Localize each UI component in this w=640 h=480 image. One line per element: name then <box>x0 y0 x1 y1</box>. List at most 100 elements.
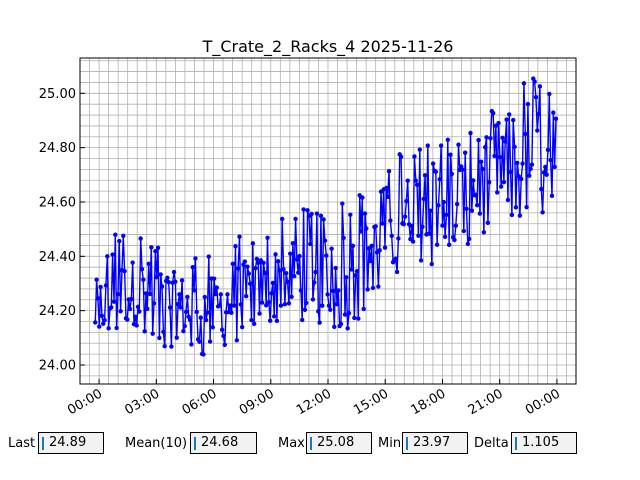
data-point <box>316 309 321 314</box>
data-point <box>349 267 354 272</box>
data-point <box>409 223 414 229</box>
data-point <box>481 230 487 235</box>
data-point <box>302 307 308 312</box>
data-point <box>185 294 190 300</box>
data-point <box>333 265 338 271</box>
data-point <box>509 212 515 218</box>
data-point <box>259 300 265 305</box>
grid <box>80 58 576 384</box>
data-point <box>545 147 551 153</box>
data-point <box>97 324 102 329</box>
data-point <box>181 328 186 334</box>
mean-field[interactable]: 24.68 <box>190 432 257 454</box>
data-point <box>329 246 334 251</box>
data-point <box>453 223 459 228</box>
data-point <box>365 287 370 292</box>
data-point <box>103 283 109 288</box>
stats-bar: Last 24.89 Mean(10) 24.68 Max 25.08 Min … <box>0 432 640 458</box>
data-point <box>326 303 332 308</box>
data-point <box>324 253 329 258</box>
data-point <box>155 245 161 251</box>
data-point <box>106 326 111 331</box>
data-point <box>468 130 473 136</box>
data-point <box>500 135 505 141</box>
data-point <box>146 261 151 266</box>
mean-value: 24.68 <box>201 435 239 450</box>
data-point <box>111 299 117 304</box>
data-point <box>305 208 310 213</box>
data-point <box>202 294 207 300</box>
y-tick-label: 24.40 <box>39 250 76 265</box>
data-point <box>161 329 166 334</box>
data-point <box>491 110 496 116</box>
data-point <box>484 135 489 140</box>
data-point <box>280 216 285 222</box>
data-point <box>442 234 448 239</box>
data-point <box>122 268 127 274</box>
data-point <box>360 195 365 200</box>
last-value: 24.89 <box>49 435 87 450</box>
data-point <box>496 120 501 126</box>
data-point <box>317 320 322 325</box>
max-field[interactable]: 25.08 <box>306 432 372 454</box>
data-point <box>174 335 179 340</box>
data-point <box>549 193 555 199</box>
max-label: Max <box>278 436 305 451</box>
y-tick-label: 24.80 <box>39 141 76 156</box>
data-point <box>352 315 357 321</box>
data-point <box>237 234 242 239</box>
data-point <box>394 269 400 275</box>
data-point <box>414 182 420 188</box>
data-point <box>234 338 240 343</box>
data-point <box>293 216 298 222</box>
data-point <box>217 303 222 308</box>
data-point <box>109 305 114 310</box>
delta-value: 1.105 <box>522 435 560 450</box>
last-field[interactable]: 24.89 <box>38 432 104 454</box>
data-point <box>551 110 556 115</box>
data-point <box>446 242 452 248</box>
data-point <box>478 159 484 164</box>
data-point <box>346 310 352 316</box>
data-point <box>110 252 115 257</box>
data-point <box>284 270 289 276</box>
data-point <box>265 235 270 241</box>
data-point <box>296 270 301 275</box>
data-point <box>222 342 227 347</box>
data-point <box>328 307 333 312</box>
data-point <box>154 275 159 280</box>
data-point <box>183 309 189 315</box>
data-point <box>377 248 382 253</box>
data-point <box>251 321 257 327</box>
data-point <box>292 273 297 279</box>
data-point <box>528 166 533 172</box>
data-point <box>401 221 406 227</box>
data-point <box>274 318 280 324</box>
data-point <box>278 303 284 308</box>
data-point <box>544 172 549 177</box>
series-line-path <box>94 78 557 356</box>
data-point <box>428 208 433 213</box>
data-point <box>249 317 254 323</box>
delta-field[interactable]: 1.105 <box>511 432 577 454</box>
text-cursor <box>194 437 196 450</box>
data-point <box>473 192 479 197</box>
min-field[interactable]: 23.97 <box>402 432 468 454</box>
data-point <box>469 208 475 213</box>
data-point <box>344 275 349 280</box>
data-point <box>191 288 197 293</box>
data-point <box>482 144 488 150</box>
data-point <box>310 297 316 302</box>
data-point <box>334 301 340 307</box>
data-point <box>318 213 324 219</box>
x-tick-label: 00:00 <box>65 386 105 418</box>
data-point <box>135 304 141 310</box>
data-point <box>497 154 503 160</box>
data-point <box>121 233 126 239</box>
data-point <box>536 111 541 117</box>
data-point <box>476 137 481 143</box>
data-point <box>165 275 170 280</box>
data-point <box>276 259 281 264</box>
y-tick-label: 24.20 <box>39 304 76 319</box>
data-point <box>94 277 99 282</box>
